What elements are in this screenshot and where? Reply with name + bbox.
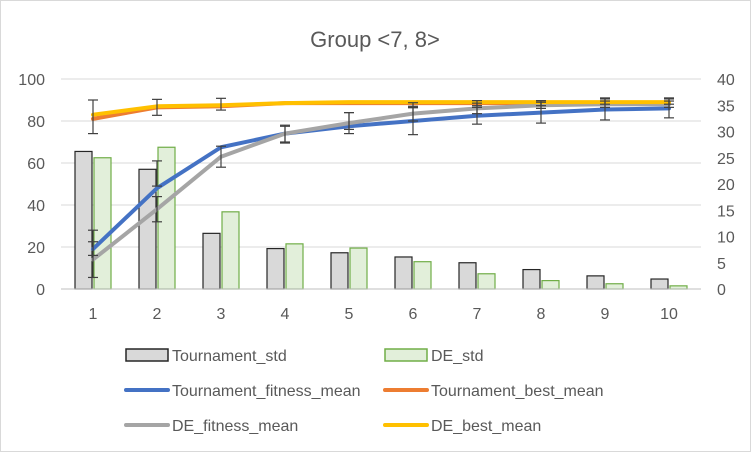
bar-series <box>74 146 688 290</box>
x-tick-label: 2 <box>153 306 162 323</box>
left-tick-label: 80 <box>27 114 45 131</box>
legend-label-de-std: DE_std <box>431 348 483 365</box>
bar-tournament-std <box>266 247 285 290</box>
bar-de-std <box>93 157 112 290</box>
right-tick-label: 35 <box>717 98 735 115</box>
left-tick-label: 0 <box>36 282 45 299</box>
bar-tournament-std <box>522 268 541 290</box>
x-tick-label: 6 <box>409 306 418 323</box>
bar-tournament-std <box>330 252 349 290</box>
right-tick-label: 20 <box>717 177 735 194</box>
line-tournament-fitness-mean <box>91 106 671 252</box>
line-series <box>91 100 671 262</box>
legend-label-de-best-mean: DE_best_mean <box>431 418 541 435</box>
bar-de-std <box>157 146 176 290</box>
bar-tournament-std <box>138 168 157 290</box>
x-tick-label: 9 <box>601 306 610 323</box>
right-tick-label: 10 <box>717 230 735 247</box>
error-bars <box>88 97 674 279</box>
right-axis: 0 5 10 15 20 25 30 35 40 <box>717 72 735 299</box>
x-tick-label: 8 <box>537 306 546 323</box>
legend-label-tournament-std: Tournament_std <box>172 348 287 365</box>
x-tick-label: 1 <box>89 306 98 323</box>
legend: Tournament_std DE_std Tournament_fitness_m… <box>124 348 604 435</box>
x-tick-label: 7 <box>473 306 482 323</box>
bar-tournament-std <box>650 278 669 290</box>
left-tick-label: 40 <box>27 198 45 215</box>
bar-de-std <box>285 243 304 290</box>
right-tick-label: 30 <box>717 125 735 142</box>
right-tick-label: 0 <box>717 282 726 299</box>
bar-de-std <box>477 273 496 290</box>
bar-de-std <box>349 247 368 290</box>
legend-label-tournament-best-mean: Tournament_best_mean <box>431 383 604 400</box>
left-axis: 0 20 40 60 80 100 <box>18 72 45 299</box>
right-tick-label: 5 <box>717 256 726 273</box>
right-tick-label: 40 <box>717 72 735 89</box>
bar-de-std <box>605 283 624 290</box>
x-tick-label: 10 <box>660 306 678 323</box>
x-tick-label: 3 <box>217 306 226 323</box>
bar-de-std <box>413 261 432 290</box>
chart-title: Group <7, 8> <box>310 27 440 52</box>
legend-swatch-tournament-std <box>125 348 169 362</box>
right-tick-label: 15 <box>717 203 735 220</box>
bar-tournament-std <box>202 232 221 290</box>
bar-de-std <box>221 211 240 290</box>
left-tick-label: 100 <box>18 72 45 89</box>
bar-de-std <box>541 280 560 290</box>
line-de-best-mean <box>91 100 671 117</box>
x-tick-label: 4 <box>281 306 290 323</box>
bar-tournament-std <box>586 275 605 290</box>
line-de-fitness-mean <box>91 102 671 262</box>
legend-label-de-fitness-mean: DE_fitness_mean <box>172 418 298 435</box>
right-tick-label: 25 <box>717 151 735 168</box>
x-axis: 1 2 3 4 5 6 7 8 9 10 <box>61 288 701 323</box>
bar-tournament-std <box>458 262 477 290</box>
x-tick-label: 5 <box>345 306 354 323</box>
left-tick-label: 20 <box>27 240 45 257</box>
left-tick-label: 60 <box>27 156 45 173</box>
legend-label-tournament-fitness-mean: Tournament_fitness_mean <box>172 383 361 400</box>
bar-tournament-std <box>74 150 93 290</box>
bar-tournament-std <box>394 256 413 290</box>
legend-swatch-de-std <box>384 348 428 362</box>
